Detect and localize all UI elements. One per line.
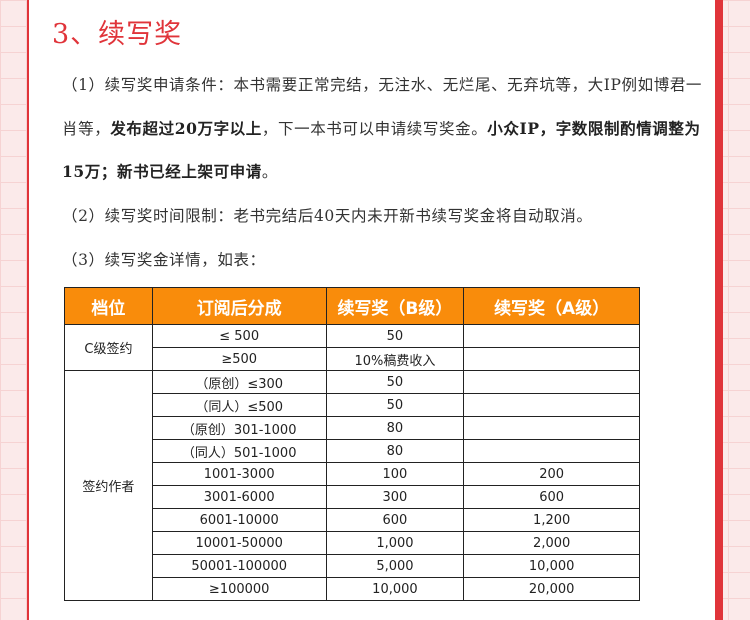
a-award-cell: 20,000	[463, 577, 640, 601]
table-row: C级签约 ≤ 500 50	[64, 324, 640, 371]
paragraph-3: （3）续写奖金详情，如表：	[62, 251, 266, 269]
b-award-cell: 5,000	[325, 554, 465, 578]
table-row: （同人）≤500 50	[65, 393, 640, 417]
b-award-cell: 600	[325, 508, 465, 532]
table-row: ≥100000 10,000 20,000	[65, 577, 640, 601]
b-award-cell: 10%稿费收入	[325, 347, 465, 371]
group-label: 签约作者	[64, 370, 153, 601]
b-award-cell: 80	[325, 439, 465, 463]
paragraph-2: （2）续写奖时间限制：老书完结后40天内未开新书续写奖金将自动取消。	[62, 207, 593, 225]
a-award-cell: 2,000	[463, 531, 640, 555]
a-award-cell: 600	[463, 485, 640, 509]
b-award-cell: 10,000	[325, 577, 465, 601]
subscription-cell: ≥500	[151, 347, 327, 371]
a-award-cell	[463, 439, 640, 463]
subscription-cell: ≤ 500	[151, 324, 327, 348]
subscription-cell: （同人）501-1000	[151, 439, 327, 463]
table-row: 3001-6000 300 600	[65, 485, 640, 509]
group-label: C级签约	[64, 324, 153, 371]
b-award-cell: 50	[325, 393, 465, 417]
subscription-cell: 6001-10000	[151, 508, 327, 532]
a-award-cell: 10,000	[463, 554, 640, 578]
header-a-award: 续写奖（A级）	[463, 287, 640, 325]
paragraph-1-line-1: （1）续写奖申请条件：本书需要正常完结，无注水、无烂尾、无弃坑等，大IP例如博君…	[62, 76, 703, 94]
a-award-cell	[463, 370, 640, 394]
right-border	[715, 0, 723, 620]
award-table: 档位 订阅后分成 续写奖（B级） 续写奖（A级） C级签约 ≤ 500 50 ≥500…	[64, 287, 640, 601]
header-subscription: 订阅后分成	[151, 287, 327, 325]
table-row: 6001-10000 600 1,200	[65, 508, 640, 532]
a-award-cell: 1,200	[463, 508, 640, 532]
table-row: 1001-3000 100 200	[65, 462, 640, 486]
a-award-cell: 200	[463, 462, 640, 486]
header-b-award: 续写奖（B级）	[325, 287, 465, 325]
subscription-cell: 50001-100000	[151, 554, 327, 578]
subscription-cell: 3001-6000	[151, 485, 327, 509]
table-row: 10001-50000 1,000 2,000	[65, 531, 640, 555]
a-award-cell	[463, 347, 640, 371]
b-award-cell: 100	[325, 462, 465, 486]
header-tier: 档位	[64, 287, 153, 325]
a-award-cell	[463, 416, 640, 440]
paragraph-1-line-3: 15万；新书已经上架可申请。	[62, 162, 278, 181]
b-award-cell: 300	[325, 485, 465, 509]
table-header-row: 档位 订阅后分成 续写奖（B级） 续写奖（A级）	[64, 287, 640, 325]
paragraph-1-line-2: 肖等，发布超过20万字以上，下一本书可以申请续写奖金。小众IP，字数限制酌情调整…	[62, 119, 701, 138]
table-row: （同人）501-1000 80	[65, 439, 640, 463]
table-row: （原创）301-1000 80	[65, 416, 640, 440]
b-award-cell: 50	[325, 370, 465, 394]
b-award-cell: 1,000	[325, 531, 465, 555]
table-row: ≥500 10%稿费收入	[65, 347, 640, 371]
subscription-cell: （原创）301-1000	[151, 416, 327, 440]
subscription-cell: ≥100000	[151, 577, 327, 601]
table-row: 签约作者 （原创）≤300 50	[64, 370, 640, 601]
subscription-cell: （原创）≤300	[151, 370, 327, 394]
subscription-cell: （同人）≤500	[151, 393, 327, 417]
b-award-cell: 50	[325, 324, 465, 348]
a-award-cell	[463, 324, 640, 348]
b-award-cell: 80	[325, 416, 465, 440]
section-title: 3、续写奖	[52, 18, 183, 54]
a-award-cell	[463, 393, 640, 417]
subscription-cell: 1001-3000	[151, 462, 327, 486]
subscription-cell: 10001-50000	[151, 531, 327, 555]
